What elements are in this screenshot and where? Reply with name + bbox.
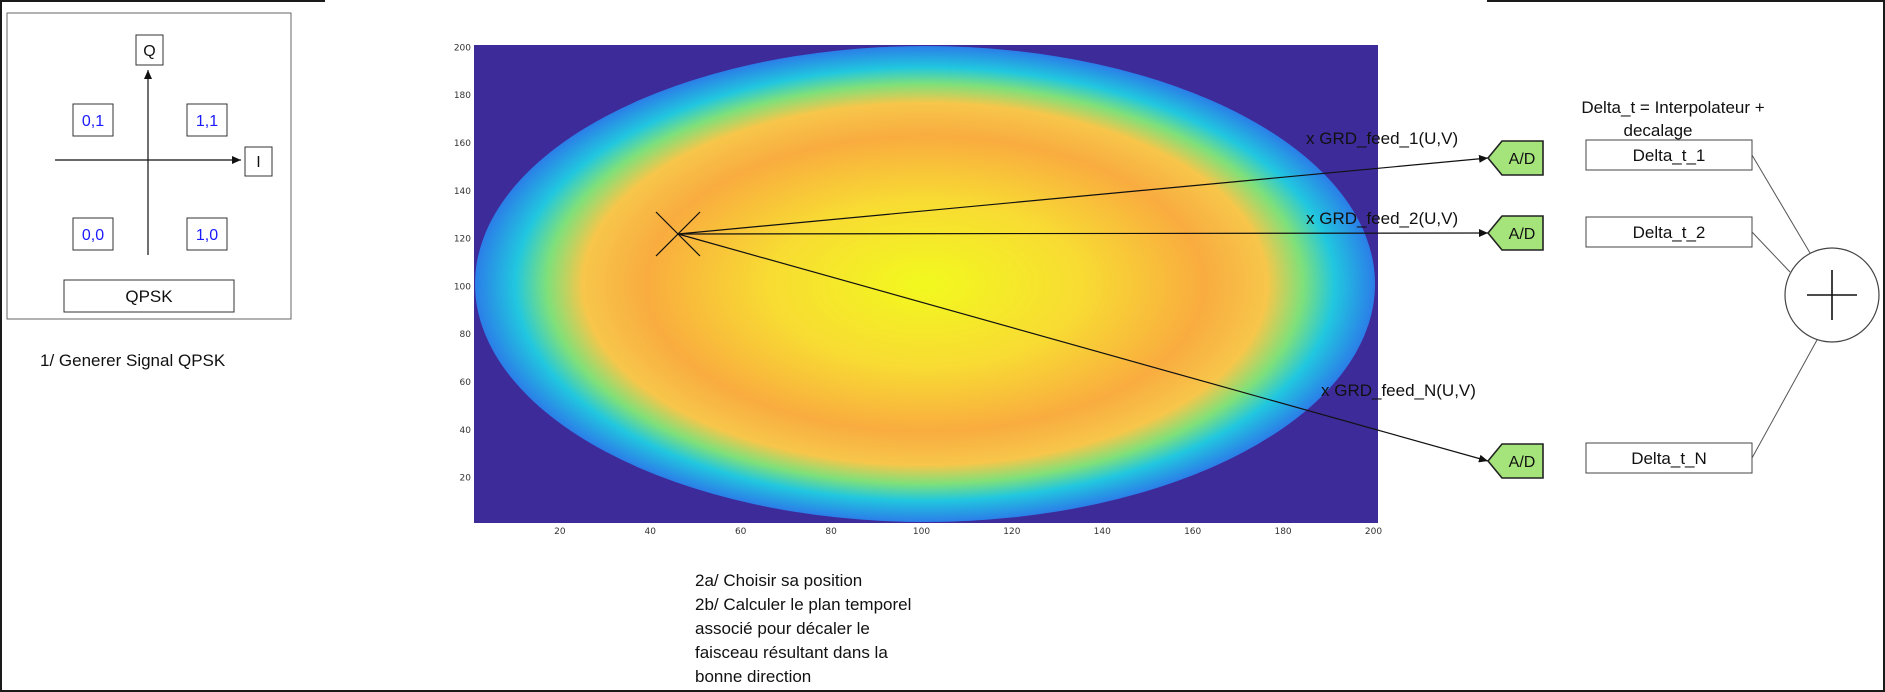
symbol-00: 0,0 (82, 227, 104, 244)
x-tick-label: 100 (913, 527, 930, 537)
delta-header-line1: Delta_t = Interpolateur + (1581, 98, 1764, 117)
y-tick-label: 80 (460, 330, 472, 340)
i-axis-label: I (256, 154, 260, 171)
feed-1-arrow (677, 154, 1489, 235)
adc-n-shape (1486, 443, 1544, 479)
y-tick-label: 60 (460, 378, 472, 388)
link-n-to-summer (1751, 339, 1818, 459)
y-tick-label: 20 (460, 474, 472, 484)
symbol-01: 0,1 (82, 113, 104, 130)
delay-box-n (1585, 442, 1753, 474)
x-tick-label: 180 (1274, 527, 1291, 537)
symbol-box-01 (72, 103, 114, 137)
qpsk-title-box (63, 279, 235, 313)
heatmap-beam-footprint (475, 46, 1375, 522)
i-axis-label-box (244, 146, 273, 177)
q-axis-label: Q (143, 43, 155, 60)
link-1-to-summer (1751, 154, 1814, 259)
adc-2: A/D (1486, 215, 1544, 251)
link-2-to-summer (1751, 231, 1791, 273)
delay-label-2: Delta_t_2 (1633, 223, 1706, 242)
y-tick-label: 140 (454, 187, 471, 197)
feed-1-label: x GRD_feed_1(U,V) (1306, 129, 1458, 148)
x-tick-label: 60 (735, 527, 747, 537)
q-axis-label-box (135, 34, 164, 66)
adc-n: A/D (1486, 443, 1544, 479)
adc-n-label: A/D (1509, 454, 1536, 471)
y-tick-label: 160 (454, 139, 471, 149)
symbol-box-10 (186, 217, 228, 251)
y-tick-label: 200 (454, 43, 471, 53)
adc-2-label: A/D (1509, 226, 1536, 243)
symbol-box-00 (72, 217, 114, 251)
delay-box-2 (1585, 216, 1753, 248)
x-tick-label: 40 (645, 527, 657, 537)
delay-box-1 (1585, 139, 1753, 171)
step2-caption: 2a/ Choisir sa position 2b/ Calculer le … (695, 571, 912, 686)
feed-2-arrow (677, 229, 1489, 238)
x-tick-label: 80 (825, 527, 837, 537)
summer (1784, 247, 1880, 343)
x-tick-label: 20 (554, 527, 566, 537)
x-tick-label: 200 (1365, 527, 1382, 537)
feed-n-label: x GRD_feed_N(U,V) (1321, 381, 1476, 400)
x-tick-label: 140 (1094, 527, 1111, 537)
delay-label-n: Delta_t_N (1631, 449, 1707, 468)
qpsk-title: QPSK (125, 287, 173, 306)
adc-1-shape (1486, 140, 1544, 176)
y-tick-label: 120 (454, 235, 471, 245)
adc-1-label: A/D (1509, 151, 1536, 168)
x-tick-label: 160 (1184, 527, 1201, 537)
x-tick-label: 120 (1003, 527, 1020, 537)
symbol-11: 1,1 (196, 113, 218, 130)
qpsk-caption: 1/ Generer Signal QPSK (40, 351, 226, 370)
symbol-box-11 (186, 103, 228, 137)
feed-n-arrow (677, 233, 1489, 463)
y-tick-label: 180 (454, 91, 471, 101)
symbol-10: 1,0 (196, 227, 218, 244)
heatmap-ticks: 20 40 60 80 100 120 140 160 180 200 20 40 60 80 100 120… (454, 43, 1383, 537)
qpsk-panel: Q I 0,1 1,1 0,0 1,0 QPSK (6, 12, 292, 320)
delta-header-line2: decalage (1623, 121, 1692, 140)
feed-2-label: x GRD_feed_2(U,V) (1306, 209, 1458, 228)
y-tick-label: 40 (460, 426, 472, 436)
y-tick-label: 100 (454, 282, 471, 292)
adc-1: A/D (1486, 140, 1544, 176)
delay-label-1: Delta_t_1 (1633, 146, 1706, 165)
adc-2-shape (1486, 215, 1544, 251)
